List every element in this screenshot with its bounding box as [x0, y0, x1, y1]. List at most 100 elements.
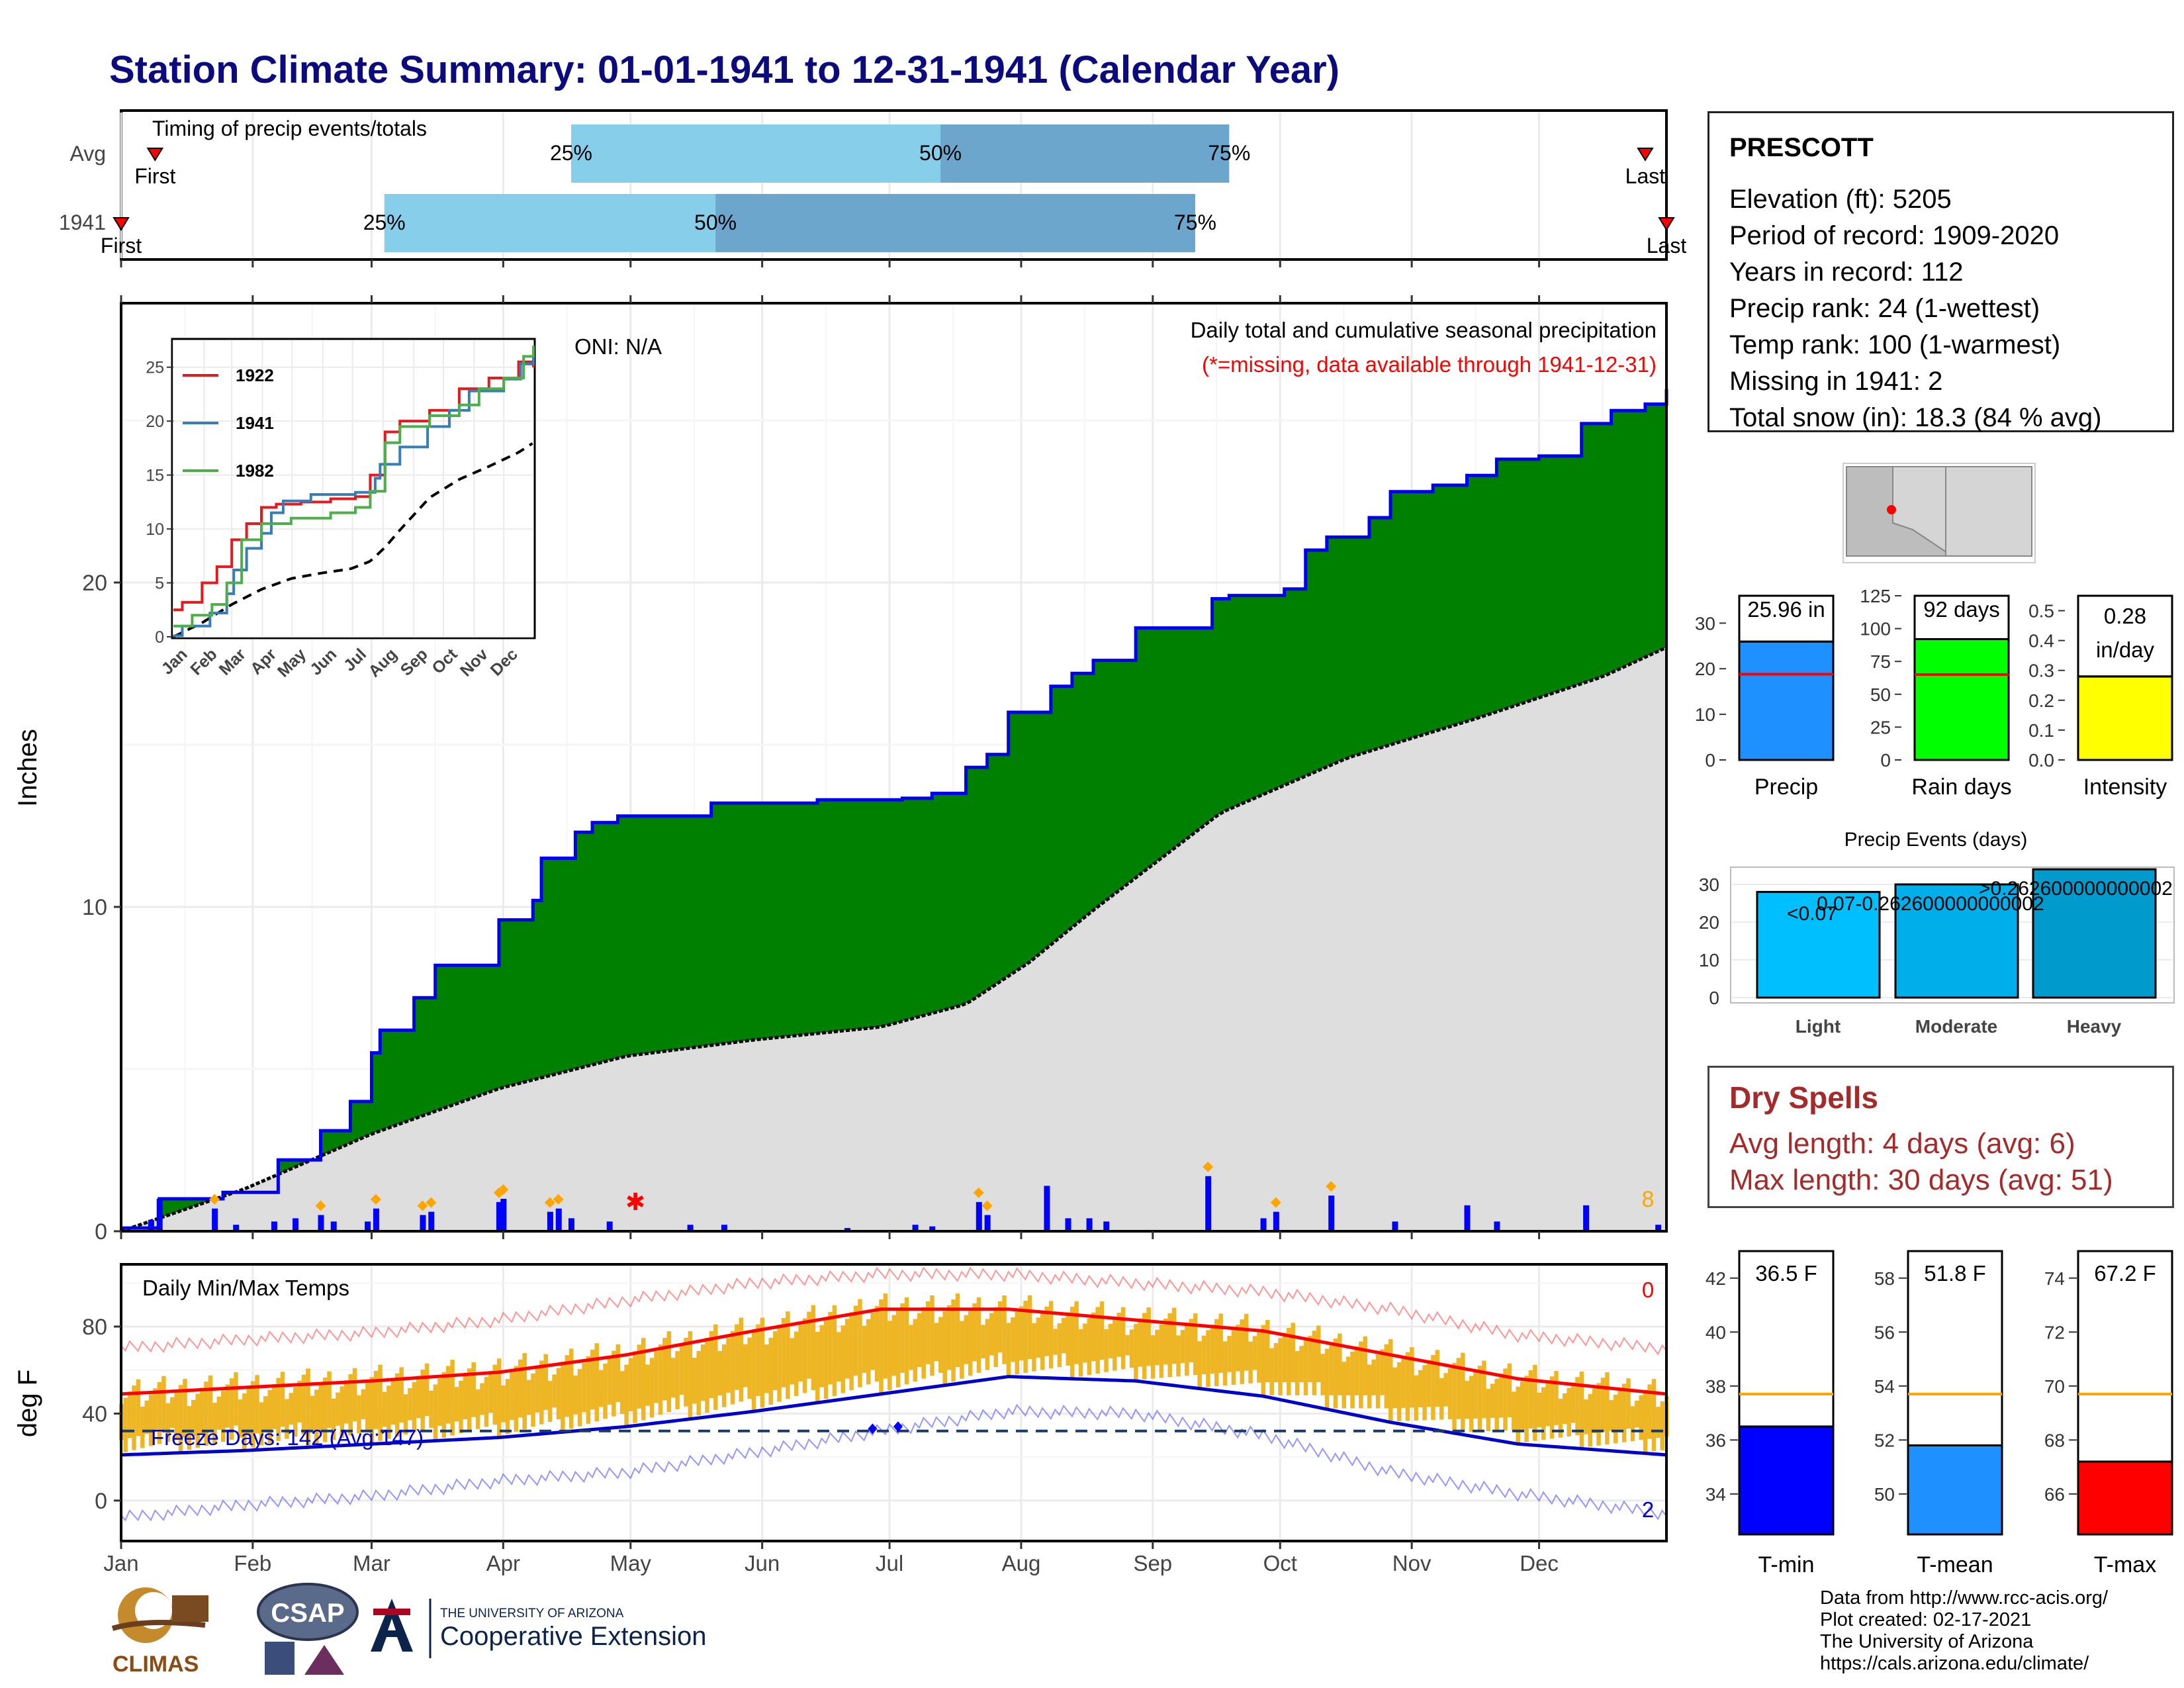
daily-temp-bar [1588, 1393, 1593, 1447]
daily-temp-bar [1176, 1335, 1181, 1377]
inset-series-1982 [173, 346, 535, 628]
daily-temp-bar [437, 1378, 442, 1426]
daily-temp-bar [1359, 1341, 1363, 1409]
daily-temp-bar [343, 1380, 349, 1424]
daily-temp-bar [883, 1293, 888, 1379]
daily-temp-bar [408, 1387, 412, 1421]
daily-temp-bar [645, 1364, 650, 1406]
daily-temp-bar [390, 1379, 396, 1425]
daily-temp-bar [161, 1376, 166, 1430]
daily-temp-bar [1201, 1335, 1206, 1375]
dry-avg-length: Avg length: 4 days (avg: 6) [1729, 1127, 2075, 1160]
daily-temp-bar [709, 1331, 714, 1399]
daily-temp-bar [798, 1325, 803, 1382]
avg-min-line [120, 1375, 1667, 1457]
daily-precip-bar [1655, 1225, 1662, 1231]
daily-temp-bar [1507, 1363, 1512, 1418]
daily-temp-bar [255, 1375, 259, 1434]
daily-temp-bar [365, 1383, 370, 1432]
precip-ytick-label: 0 [95, 1219, 107, 1244]
daily-temp-bar [1206, 1330, 1210, 1387]
daily-temp-bar [658, 1344, 663, 1415]
daily-temp-bar [496, 1358, 502, 1437]
daily-temp-bar [1069, 1307, 1075, 1378]
inset-ytick-label: 25 [146, 359, 164, 377]
daily-temp-bar [195, 1393, 200, 1448]
temps-ylabel: deg F [13, 1370, 42, 1437]
daily-temp-bar [1354, 1346, 1359, 1395]
credit-line: Data from http://www.rcc-acis.org/ [1820, 1587, 2109, 1609]
daily-temp-bar [1333, 1338, 1338, 1409]
daily-temp-bar [488, 1370, 493, 1413]
daily-temp-bar [1401, 1357, 1406, 1408]
daily-temp-bar [751, 1331, 756, 1411]
heavy-event-marker [1203, 1161, 1214, 1172]
daily-temp-bar [1108, 1323, 1113, 1358]
dry-spells-box: Dry Spells Avg length: 4 days (avg: 6) M… [1707, 1066, 2174, 1208]
daily-temp-bar [1185, 1324, 1189, 1376]
first-label: First [101, 234, 142, 258]
daily-precip-bar [1103, 1221, 1110, 1231]
mini-bar-ytick-label: 125 [1860, 586, 1891, 606]
daily-temp-bar [1452, 1362, 1457, 1432]
daily-temp-bar [1303, 1340, 1308, 1395]
daily-temp-bar [1439, 1378, 1444, 1420]
csap-text: CSAP [271, 1599, 344, 1628]
daily-temp-bar [144, 1400, 149, 1434]
precip-normal-area [121, 647, 1666, 1231]
daily-temp-bar [705, 1337, 709, 1413]
inset-legend-label: 1922 [236, 365, 274, 385]
mini-bar-ytick-label: 75 [1870, 651, 1891, 672]
missing-marker: ✱ [625, 1188, 645, 1215]
daily-temp-bar [1456, 1358, 1461, 1419]
daily-temp-bar [913, 1319, 918, 1382]
daily-temp-bar [276, 1378, 281, 1441]
daily-temp-bar [1261, 1325, 1266, 1395]
daily-temp-bar [526, 1380, 531, 1415]
daily-temp-bar [942, 1311, 947, 1385]
daily-temp-bar [1528, 1370, 1533, 1429]
daily-precip-bar [233, 1225, 240, 1231]
daily-temp-bar [136, 1379, 141, 1436]
chart-title: Station Climate Summary: 01-01-1941 to 1… [109, 48, 1340, 91]
daily-temp-bar [412, 1382, 417, 1432]
daily-temp-bar [1104, 1329, 1109, 1372]
daily-temp-bar [348, 1374, 353, 1436]
missing-note: (*=missing, data available through 1941-… [1202, 352, 1657, 377]
daily-temp-bar [1048, 1301, 1054, 1369]
daily-temp-bar [314, 1389, 319, 1444]
daily-temp-bar [1482, 1360, 1486, 1419]
daily-temp-bar [340, 1386, 345, 1438]
daily-temp-bar [786, 1311, 790, 1399]
daily-temp-bar [1116, 1313, 1121, 1357]
daily-temp-bar [666, 1331, 672, 1413]
daily-temp-bar [1498, 1374, 1504, 1418]
daily-temp-bar [204, 1382, 208, 1446]
daily-precip-bar [606, 1221, 613, 1231]
daily-temp-bar [909, 1325, 913, 1370]
daily-temp-bar [1524, 1376, 1529, 1442]
mini-bar-ytick-label: 0.0 [2028, 750, 2054, 771]
daily-precip-bar [420, 1215, 426, 1231]
temp-mini-ytick-label: 72 [2044, 1322, 2065, 1342]
daily-temp-bar [1520, 1381, 1525, 1430]
temp-mini-bar-t-min [1738, 1425, 1835, 1536]
first-event-marker [146, 148, 164, 162]
event-bar-heavy [2032, 868, 2157, 999]
mini-bar-rain-days [1913, 637, 2010, 761]
mini-bar-ytick-label: 0 [1880, 750, 1891, 771]
temp-mini-value: 67.2 F [2094, 1261, 2156, 1286]
event-bar-label: Moderate [1915, 1016, 1997, 1037]
daily-temp-bar [1651, 1379, 1657, 1452]
station-precip-rank: Precip rank: 24 (1-wettest) [1729, 294, 2040, 323]
daily-temp-bar [140, 1406, 145, 1448]
daily-temp-bar [1605, 1372, 1610, 1445]
daily-temp-bar [1345, 1356, 1351, 1395]
daily-temp-bar [1660, 1401, 1665, 1450]
daily-temp-bar [1265, 1320, 1270, 1383]
daily-temp-bar [1074, 1301, 1079, 1364]
daily-precip-bar [156, 1199, 163, 1231]
daily-temp-bar [250, 1381, 255, 1448]
temperature-panel: 0 40 80 Daily Min/Max Temps Freeze Days: 1… [13, 1263, 1669, 1575]
daily-precip-bar [1392, 1221, 1398, 1231]
